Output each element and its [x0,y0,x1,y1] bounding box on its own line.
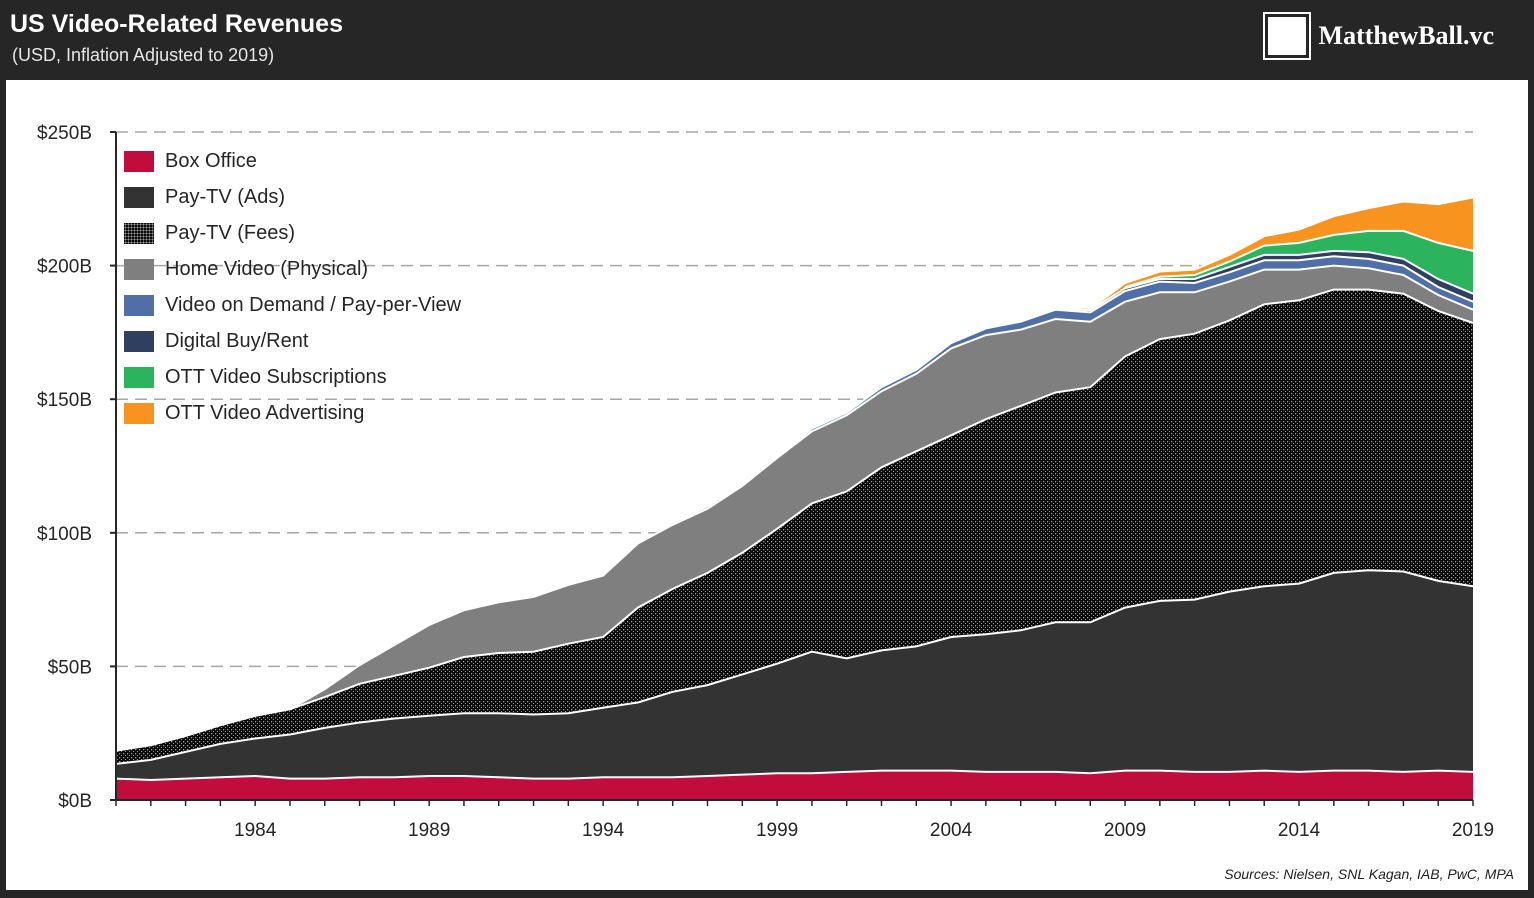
legend-item: Pay-TV (Fees) [124,215,461,251]
chart-title: US Video-Related Revenues [10,10,343,38]
chart-subtitle: (USD, Inflation Adjusted to 2019) [12,45,275,65]
series-boundary [1124,229,1474,288]
legend-swatch [124,222,154,244]
x-tick-label: 1999 [756,820,798,841]
area-chart: $0B $50B $100B $150B $200B $250B 1984 1989 1994 1… [37,123,1494,841]
brand-name: MatthewBall.vc [1318,21,1494,50]
legend-swatch [124,330,154,352]
legend-label: Digital Buy/Rent [165,329,309,352]
y-tick-label: $0B [58,791,92,812]
legend-item: Home Video (Physical) [124,251,461,287]
legend-swatch [124,366,154,388]
legend-swatch [124,294,154,316]
brand-logo-icon [1262,12,1311,60]
legend-label: Box Office [165,149,257,172]
legend-label: Home Video (Physical) [165,257,369,280]
area-home-video-physical- [116,265,1473,751]
x-tick-label: 1994 [582,820,625,841]
series-boundary [115,264,1474,752]
y-tick-label: $50B [48,657,92,678]
legend-swatch [124,186,154,208]
legend-item: Digital Buy/Rent [124,323,461,359]
area-box-office [116,770,1473,800]
legend-item: Video on Demand / Pay-per-View [124,287,461,323]
y-tick-label: $150B [37,390,92,411]
series-boundary [115,288,1474,752]
legend-label: Pay-TV (Ads) [165,185,286,208]
axes: $0B $50B $100B $150B $200B $250B 1984 1989 1994 1… [37,123,1494,841]
area-series [115,196,1474,800]
x-tick-label: 1984 [234,820,277,841]
x-tick-label: 2019 [1452,820,1494,841]
header: US Video-Related Revenues (USD, Inflatio… [0,0,1534,80]
series-boundary [1020,249,1474,322]
legend-swatch [124,258,154,280]
legend: Box Office Pay-TV (Ads) Pay-TV (Fees) Home … [124,143,461,431]
x-tick-label: 2004 [930,820,973,841]
legend-label: OTT Video Advertising [165,401,365,424]
legend-item: Pay-TV (Ads) [124,179,461,215]
legend-swatch [124,150,154,172]
x-tick-label: 2009 [1104,820,1146,841]
x-tick-label: 1989 [408,820,450,841]
chart-panel: $0B $50B $100B $150B $200B $250B 1984 1989 1994 1… [6,80,1528,890]
legend-label: Video on Demand / Pay-per-View [165,293,462,316]
x-tick-label: 2014 [1278,820,1321,841]
source-note: Sources: Nielsen, SNL Kagan, IAB, PwC, M… [1224,866,1514,882]
legend-item: Box Office [124,143,461,179]
legend-label: Pay-TV (Fees) [165,221,296,244]
legend-label: OTT Video Subscriptions [165,365,387,388]
y-tick-label: $200B [37,257,92,278]
y-tick-label: $250B [37,123,92,144]
series-boundary [115,769,1474,782]
area-pay-tv-fees- [116,289,1473,764]
series-boundary [1089,196,1474,310]
legend-item: OTT Video Advertising [124,395,461,431]
brand: MatthewBall.vc [1262,12,1494,60]
y-tick-label: $100B [37,524,92,545]
series-boundary [115,569,1474,765]
legend-item: OTT Video Subscriptions [124,359,461,395]
area-pay-tv-ads- [116,570,1473,780]
series-boundary [706,255,1474,509]
legend-swatch [124,402,154,424]
